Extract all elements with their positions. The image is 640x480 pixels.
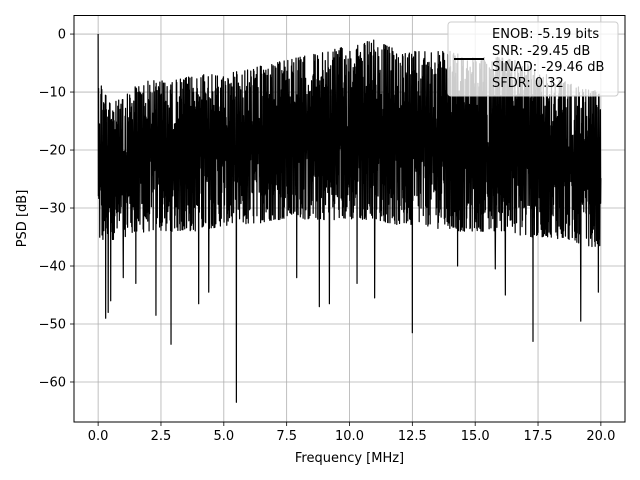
- y-axis-label: PSD [dB]: [15, 190, 30, 248]
- x-tick-label: 5.0: [213, 429, 234, 444]
- y-tick-label: −30: [39, 202, 66, 217]
- psd-series-line: [97, 34, 602, 403]
- y-tick-label: −10: [39, 86, 66, 101]
- x-tick-label: 7.5: [276, 429, 297, 444]
- x-tick-label: 17.5: [524, 429, 553, 444]
- x-axis-label: Frequency [MHz]: [295, 451, 404, 466]
- legend-sfdr: SFDR: 0.32: [492, 76, 564, 91]
- x-tick-label: 12.5: [398, 429, 427, 444]
- legend-snr: SNR: -29.45 dB: [492, 44, 590, 59]
- x-tick-label: 15.0: [461, 429, 490, 444]
- x-tick-label: 2.5: [151, 429, 172, 444]
- plot-area: [97, 34, 602, 403]
- legend-box: [447, 21, 619, 97]
- y-tick-label: 0: [58, 28, 66, 43]
- y-tick-label: −40: [39, 260, 66, 275]
- legend: ENOB: -5.19 bits SNR: -29.45 dB SINAD: -…: [447, 21, 619, 97]
- y-tick-label: −20: [39, 144, 66, 159]
- x-tick-label: 0.0: [88, 429, 109, 444]
- legend-sinad: SINAD: -29.46 dB: [492, 60, 604, 75]
- y-tick-label: −50: [39, 317, 66, 332]
- axis-ticks: 0.0 2.5 5.0 7.5 10.0 12.5 15.0 17.5 20.0 0 −10 −20 −…: [39, 28, 616, 444]
- x-tick-label: 10.0: [335, 429, 364, 444]
- x-tick-label: 20.0: [586, 429, 615, 444]
- legend-enob: ENOB: -5.19 bits: [492, 27, 599, 42]
- y-tick-label: −60: [39, 375, 66, 390]
